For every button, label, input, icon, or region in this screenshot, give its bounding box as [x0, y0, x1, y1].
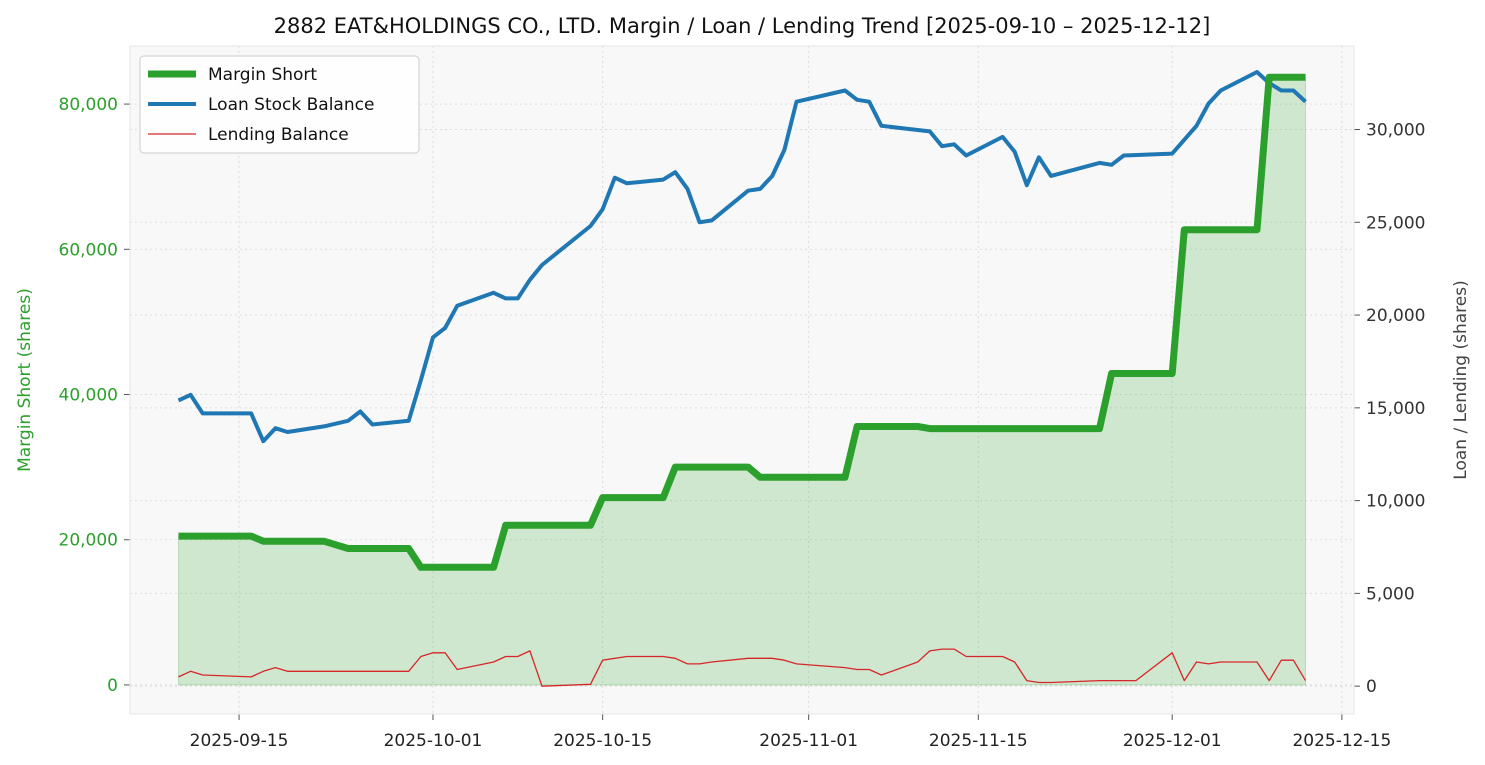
x-tick-label: 2025-12-01 [1123, 731, 1222, 751]
plot-background [130, 46, 1354, 714]
x-axis-ticks: 2025-09-15 2025-10-01 2025-10-15 2025-11-01… [190, 714, 1391, 751]
right-y-tick-label: 5,000 [1366, 584, 1415, 604]
left-y-axis-ticks: 0 20,000 40,000 60,000 80,000 [59, 95, 130, 696]
right-y-tick-label: 10,000 [1366, 492, 1425, 512]
x-tick-label: 2025-10-01 [384, 731, 483, 751]
legend: Margin Short Loan Stock Balance Lending … [139, 55, 420, 154]
chart-title: 2882 EAT&HOLDINGS CO., LTD. Margin / Loa… [274, 14, 1211, 38]
x-tick-label: 2025-09-15 [190, 731, 289, 751]
left-y-tick-label: 40,000 [59, 386, 118, 406]
left-y-tick-label: 80,000 [59, 95, 118, 115]
left-y-tick-label: 60,000 [59, 240, 118, 260]
legend-box [139, 55, 420, 154]
x-tick-label: 2025-11-01 [759, 731, 858, 751]
right-y-axis-label: Loan / Lending (shares) [1451, 280, 1471, 479]
margin-short-line [178, 73, 1306, 571]
right-y-tick-label: 25,000 [1366, 213, 1425, 233]
x-tick-label: 2025-12-15 [1292, 731, 1391, 751]
left-y-tick-label: 20,000 [59, 531, 118, 551]
legend-label-lending-balance: Lending Balance [208, 125, 349, 145]
right-y-axis-ticks: 0 5,000 10,000 15,000 20,000 25,000 30,000 [1354, 121, 1425, 697]
x-tick-label: 2025-11-15 [929, 731, 1028, 751]
x-tick-label: 2025-10-15 [553, 731, 652, 751]
legend-label-margin-short: Margin Short [208, 65, 317, 85]
loan-stock-balance-line [177, 70, 1307, 444]
right-y-tick-label: 20,000 [1366, 306, 1425, 326]
right-y-tick-label: 30,000 [1366, 121, 1425, 141]
right-y-tick-label: 15,000 [1366, 399, 1425, 419]
left-y-tick-label: 0 [107, 676, 118, 696]
plot-frame [129, 45, 1355, 715]
legend-label-loan-stock-balance: Loan Stock Balance [208, 95, 374, 115]
grid [130, 46, 1354, 714]
left-y-axis-label: Margin Short (shares) [15, 288, 35, 472]
lending-balance-line [178, 648, 1307, 687]
right-y-tick-label: 0 [1366, 677, 1377, 697]
